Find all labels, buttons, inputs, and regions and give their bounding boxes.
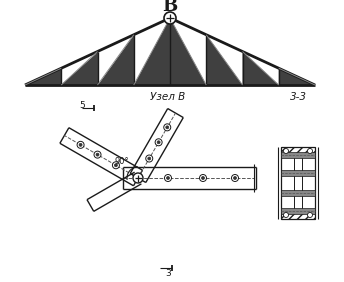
Circle shape: [308, 149, 312, 153]
Polygon shape: [243, 52, 279, 85]
Circle shape: [166, 177, 170, 180]
Bar: [281, 147, 315, 155]
Bar: [281, 211, 315, 219]
Circle shape: [112, 162, 119, 169]
Circle shape: [234, 177, 237, 180]
Polygon shape: [134, 18, 170, 85]
Circle shape: [79, 143, 82, 146]
Circle shape: [146, 155, 153, 162]
Text: 3-3: 3-3: [290, 92, 307, 102]
Bar: [281, 190, 315, 195]
Polygon shape: [170, 18, 206, 85]
Polygon shape: [279, 68, 315, 85]
Circle shape: [94, 151, 101, 158]
Polygon shape: [97, 35, 134, 85]
Text: Узел В: Узел В: [150, 92, 186, 102]
Text: 5: 5: [79, 100, 85, 109]
Polygon shape: [206, 35, 243, 85]
Circle shape: [77, 141, 84, 148]
Circle shape: [283, 213, 289, 217]
Text: 90°: 90°: [115, 158, 129, 166]
Circle shape: [166, 126, 169, 129]
Text: В: В: [162, 0, 178, 15]
Bar: [281, 171, 315, 177]
Circle shape: [200, 175, 206, 182]
Circle shape: [155, 139, 162, 146]
Circle shape: [202, 177, 204, 180]
Circle shape: [164, 175, 172, 182]
Bar: [294, 155, 302, 211]
Circle shape: [232, 175, 238, 182]
Bar: [281, 208, 315, 214]
Circle shape: [148, 157, 151, 160]
Circle shape: [96, 153, 99, 156]
Bar: [281, 152, 315, 158]
Circle shape: [115, 164, 117, 167]
Circle shape: [157, 141, 160, 144]
Text: 3: 3: [165, 270, 171, 279]
Polygon shape: [61, 52, 97, 85]
Circle shape: [164, 12, 176, 24]
Polygon shape: [25, 68, 61, 85]
Circle shape: [133, 173, 143, 183]
Circle shape: [283, 149, 289, 153]
Circle shape: [308, 213, 312, 217]
Circle shape: [164, 124, 171, 131]
